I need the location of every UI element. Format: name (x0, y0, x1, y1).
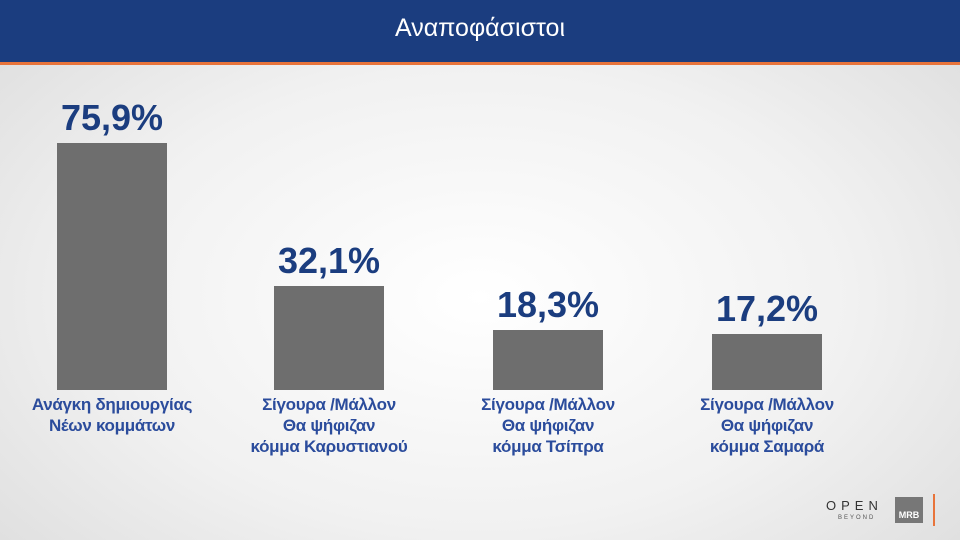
category-label: Σίγουρα /Μάλλον Θα ψήφιζαν κόμμα Σαμαρά (700, 395, 834, 456)
logo-text: OPEN (826, 498, 883, 513)
bar (712, 334, 822, 390)
logo-text: BEYOND (838, 515, 876, 521)
bar (493, 330, 603, 390)
value-label: 32,1% (277, 239, 381, 281)
chart-title: Αναποφάσιστοι (394, 14, 566, 42)
divider (933, 494, 935, 526)
value-label: 75,9% (60, 97, 164, 139)
category-label: Σίγουρα /Μάλλον Θα ψήφιζαν κόμμα Τσίπρα (481, 395, 615, 456)
value-label: 17,2% (715, 288, 819, 330)
bar (274, 285, 384, 390)
bar (57, 143, 167, 390)
category-label: Σίγουρα /Μάλλον Θα ψήφιζαν κόμμα Καρυστι… (250, 395, 408, 456)
value-label: 18,3% (496, 284, 600, 326)
logo-text: MRB (895, 497, 923, 523)
header-band (0, 0, 960, 65)
category-label: Ανάγκη δημιουργίας Νέων κομμάτων (31, 395, 193, 435)
